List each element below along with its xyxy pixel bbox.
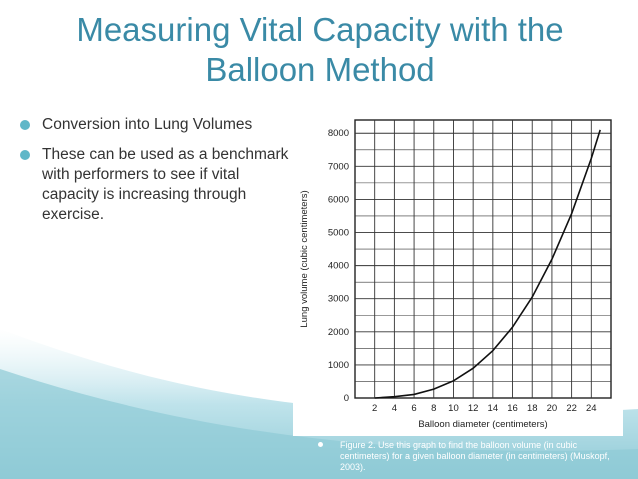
x-tick-label: 22 (566, 403, 577, 414)
volume-chart: 2 4 6 8 10 12 14 16 18 20 22 2401000200030004000500… (299, 119, 612, 430)
bullet-item: Conversion into Lung Volumes (20, 115, 295, 135)
x-tick-label: 12 (468, 403, 479, 414)
y-tick-label: 0 (344, 393, 349, 404)
x-tick-label: 20 (547, 403, 558, 414)
y-axis-label: Lung volume (cubic centimeters) (299, 190, 310, 327)
x-tick-label: 10 (448, 403, 459, 414)
x-tick-label: 2 (372, 403, 377, 414)
y-tick-label: 1000 (328, 360, 349, 371)
bullet-text: These can be used as a benchmark with pe… (42, 146, 289, 223)
caption-bullet-icon (318, 442, 323, 447)
slide-title: Measuring Vital Capacity with the Balloo… (30, 10, 610, 90)
y-tick-label: 6000 (328, 194, 349, 205)
title-line-2: Balloon Method (205, 51, 435, 88)
bullet-dot-icon (20, 150, 30, 160)
bullet-item: These can be used as a benchmark with pe… (20, 145, 295, 225)
x-tick-label: 14 (488, 403, 499, 414)
x-tick-label: 18 (527, 403, 538, 414)
bullet-text: Conversion into Lung Volumes (42, 116, 253, 133)
y-tick-label: 2000 (328, 327, 349, 338)
y-tick-label: 3000 (328, 294, 349, 305)
x-tick-label: 4 (392, 403, 397, 414)
y-tick-label: 4000 (328, 261, 349, 272)
y-tick-label: 5000 (328, 228, 349, 239)
x-tick-label: 6 (411, 403, 416, 414)
chart-panel: 2 4 6 8 10 12 14 16 18 20 22 24 0 1000 2000 3000 4000 500… (293, 108, 623, 436)
x-tick-label: 16 (507, 403, 518, 414)
y-tick-label: 8000 (328, 128, 349, 139)
x-tick-label: 8 (431, 403, 436, 414)
bullet-list: Conversion into Lung Volumes These can b… (20, 115, 295, 235)
caption-text: Figure 2. Use this graph to find the bal… (340, 440, 610, 472)
series-line (374, 129, 601, 399)
y-tick-label: 7000 (328, 161, 349, 172)
title-line-1: Measuring Vital Capacity with the (76, 11, 564, 48)
plot-frame (354, 119, 612, 399)
x-axis-label: Balloon diameter (centimeters) (418, 419, 547, 430)
bullet-dot-icon (20, 120, 30, 130)
background-wave (0, 329, 638, 479)
x-tick-label: 24 (586, 403, 597, 414)
